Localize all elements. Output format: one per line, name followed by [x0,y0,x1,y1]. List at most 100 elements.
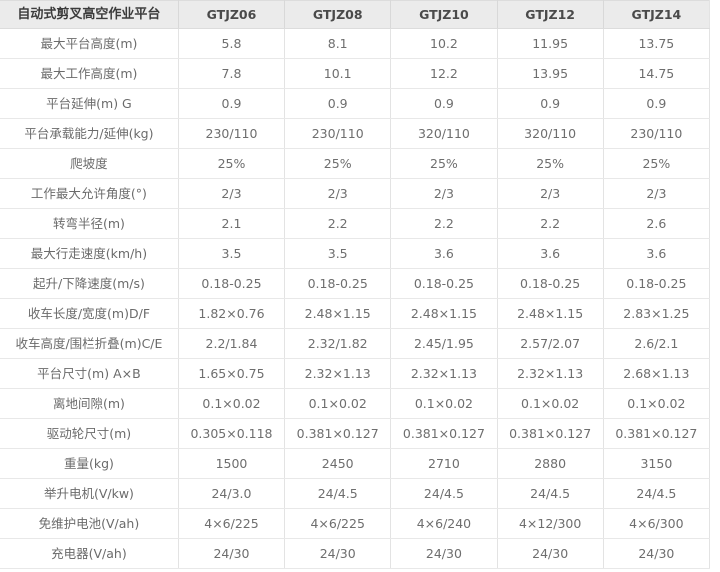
row-label: 最大平台高度(m) [0,28,179,59]
row-label: 爬坡度 [0,148,179,179]
table-cell: 320/110 [497,118,604,149]
table-cell: 24/30 [603,538,711,569]
table-cell: 2/3 [603,178,711,209]
table-cell: 0.381×0.127 [390,418,498,449]
table-cell: 1.65×0.75 [178,358,286,389]
table-cell: 2.32/1.82 [284,328,392,359]
table-cell: 1.82×0.76 [178,298,286,329]
table-cell: 3.5 [178,238,286,269]
table-cell: 230/110 [603,118,711,149]
row-label: 平台承载能力/延伸(kg) [0,118,179,149]
table-cell: 10.2 [390,28,498,59]
header-row: 自动式剪叉高空作业平台 GTJZ06 GTJZ08 GTJZ10 GTJZ12 … [0,0,711,29]
table-cell: 2.32×1.13 [390,358,498,389]
table-row: 起升/下降速度(m/s) 0.18-0.25 0.18-0.25 0.18-0.25 0… [0,268,711,299]
column-header-model-1: GTJZ06 [178,0,286,29]
table-cell: 2.48×1.15 [497,298,604,329]
table-cell: 2.6 [603,208,711,239]
row-label: 工作最大允许角度(°) [0,178,179,209]
table-cell: 8.1 [284,28,392,59]
table-cell: 25% [178,148,286,179]
table-row: 工作最大允许角度(°) 2/3 2/3 2/3 2/3 2/3 [0,178,711,209]
table-row: 离地间隙(m) 0.1×0.02 0.1×0.02 0.1×0.02 0.1×0.02 0… [0,388,711,419]
table-cell: 4×6/225 [178,508,286,539]
table-cell: 24/4.5 [603,478,711,509]
table-cell: 3.5 [284,238,392,269]
table-cell: 2.83×1.25 [603,298,711,329]
table-cell: 2/3 [284,178,392,209]
table-cell: 24/30 [497,538,604,569]
table-cell: 10.1 [284,58,392,89]
table-cell: 2.45/1.95 [390,328,498,359]
table-cell: 0.381×0.127 [603,418,711,449]
table-row: 免维护电池(V/ah) 4×6/225 4×6/225 4×6/240 4×12/300… [0,508,711,539]
table-cell: 2450 [284,448,392,479]
table-row: 转弯半径(m) 2.1 2.2 2.2 2.2 2.6 [0,208,711,239]
row-label: 免维护电池(V/ah) [0,508,179,539]
column-header-model-2: GTJZ08 [284,0,392,29]
row-label: 最大行走速度(km/h) [0,238,179,269]
table-cell: 2.32×1.13 [497,358,604,389]
table-cell: 230/110 [178,118,286,149]
table-cell: 2/3 [390,178,498,209]
table-cell: 4×12/300 [497,508,604,539]
table-cell: 2.2 [390,208,498,239]
table-cell: 5.8 [178,28,286,59]
table-cell: 25% [284,148,392,179]
table-cell: 2.57/2.07 [497,328,604,359]
table-title: 自动式剪叉高空作业平台 [0,0,179,29]
column-header-model-4: GTJZ12 [497,0,604,29]
table-row: 充电器(V/ah) 24/30 24/30 24/30 24/30 24/30 [0,538,711,569]
table-cell: 2.48×1.15 [390,298,498,329]
table-cell: 0.18-0.25 [497,268,604,299]
table-cell: 2/3 [178,178,286,209]
table-cell: 0.9 [603,88,711,119]
table-cell: 2880 [497,448,604,479]
table-cell: 4×6/300 [603,508,711,539]
table-cell: 0.18-0.25 [178,268,286,299]
table-cell: 0.305×0.118 [178,418,286,449]
table-cell: 2/3 [497,178,604,209]
table-cell: 24/4.5 [497,478,604,509]
table-cell: 2.1 [178,208,286,239]
table-cell: 0.381×0.127 [497,418,604,449]
table-row: 重量(kg) 1500 2450 2710 2880 3150 [0,448,711,479]
table-row: 举升电机(V/kw) 24/3.0 24/4.5 24/4.5 24/4.5 24/4.5 [0,478,711,509]
table-cell: 24/30 [178,538,286,569]
table-cell: 2710 [390,448,498,479]
table-cell: 0.9 [497,88,604,119]
table-cell: 14.75 [603,58,711,89]
table-cell: 2.32×1.13 [284,358,392,389]
table-cell: 2.68×1.13 [603,358,711,389]
table-cell: 0.18-0.25 [390,268,498,299]
table-row: 爬坡度 25% 25% 25% 25% 25% [0,148,711,179]
table-cell: 7.8 [178,58,286,89]
table-cell: 13.75 [603,28,711,59]
table-cell: 3.6 [497,238,604,269]
table-cell: 3.6 [390,238,498,269]
table-cell: 12.2 [390,58,498,89]
table-cell: 11.95 [497,28,604,59]
row-label: 重量(kg) [0,448,179,479]
table-row: 平台尺寸(m) A×B 1.65×0.75 2.32×1.13 2.32×1.13 2.… [0,358,711,389]
table-row: 最大工作高度(m) 7.8 10.1 12.2 13.95 14.75 [0,58,711,89]
table-cell: 0.18-0.25 [284,268,392,299]
table-cell: 25% [497,148,604,179]
row-label: 举升电机(V/kw) [0,478,179,509]
table-cell: 2.2 [497,208,604,239]
table-cell: 0.1×0.02 [284,388,392,419]
table-cell: 3150 [603,448,711,479]
table-cell: 230/110 [284,118,392,149]
table-cell: 0.381×0.127 [284,418,392,449]
table-cell: 24/4.5 [390,478,498,509]
row-label: 收车长度/宽度(m)D/F [0,298,179,329]
row-label: 离地间隙(m) [0,388,179,419]
table-cell: 4×6/225 [284,508,392,539]
row-label: 最大工作高度(m) [0,58,179,89]
table-cell: 2.48×1.15 [284,298,392,329]
row-label: 起升/下降速度(m/s) [0,268,179,299]
table-cell: 1500 [178,448,286,479]
table-cell: 25% [390,148,498,179]
table-cell: 0.9 [178,88,286,119]
row-label: 平台延伸(m) G [0,88,179,119]
